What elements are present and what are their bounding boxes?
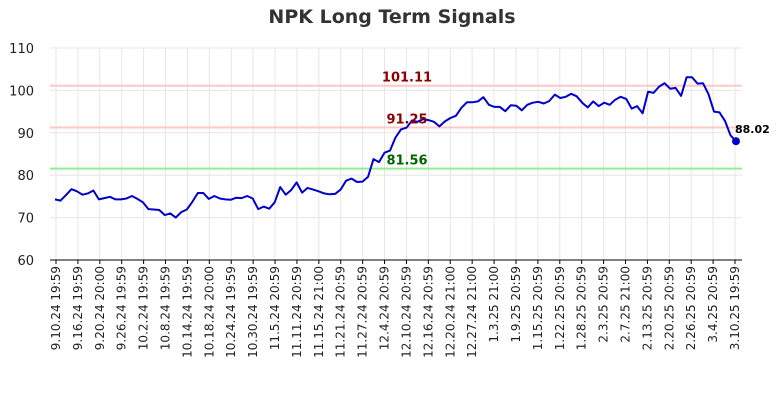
x-tick-label: 11.5.24 20:59 bbox=[268, 266, 282, 350]
series bbox=[54, 76, 740, 219]
y-tick-label: 110 bbox=[9, 42, 34, 57]
x-tick-label: 12.4.24 20:59 bbox=[378, 266, 392, 350]
x-tick-label: 9.26.24 19:59 bbox=[115, 266, 129, 350]
last-price-marker bbox=[732, 137, 740, 146]
signal-label: 91.25 bbox=[386, 113, 427, 128]
x-tick-label: 2.7.25 21:00 bbox=[618, 266, 632, 343]
x-tick-label: 2.26.25 20:59 bbox=[684, 266, 698, 350]
x-tick-label: 1.9.25 20:59 bbox=[509, 266, 523, 343]
x-tick-label: 2.13.25 20:59 bbox=[640, 266, 654, 350]
signal-label: 81.56 bbox=[386, 154, 427, 169]
x-tick-label: 1.3.25 21:00 bbox=[487, 266, 501, 343]
y-tick-label: 70 bbox=[17, 212, 34, 227]
y-tick-label: 90 bbox=[17, 127, 34, 142]
signal-label: 101.11 bbox=[382, 71, 432, 86]
x-tick-label: 12.16.24 20:59 bbox=[421, 266, 435, 358]
signal-lines bbox=[50, 84, 742, 170]
x-tick-label: 9.10.24 19:59 bbox=[49, 266, 63, 350]
x-tick-label: 9.16.24 19:59 bbox=[71, 266, 85, 350]
x-tick-label: 9.20.24 20:00 bbox=[93, 266, 107, 350]
x-tick-label: 10.2.24 19:59 bbox=[137, 266, 151, 350]
x-tick-label: 11.15.24 21:00 bbox=[312, 266, 326, 358]
x-tick-label: 1.22.25 20:59 bbox=[553, 266, 567, 350]
y-tick-label: 80 bbox=[17, 169, 34, 184]
x-tick-label: 10.30.24 19:59 bbox=[246, 266, 260, 358]
x-tick-label: 1.28.25 20:59 bbox=[575, 266, 589, 350]
x-tick-label: 11.11.24 20:59 bbox=[290, 266, 304, 358]
y-tick-label: 100 bbox=[9, 84, 34, 99]
y-tick-label: 60 bbox=[17, 254, 34, 269]
annotations: 101.11 91.25 81.56 88.02 bbox=[382, 71, 770, 169]
x-tick-label: 3.4.25 20:59 bbox=[706, 266, 720, 343]
x-tick-label: 11.27.24 20:59 bbox=[356, 266, 370, 358]
grid bbox=[50, 47, 742, 261]
x-tick-label: 10.24.24 19:59 bbox=[224, 266, 238, 358]
x-tick-label: 12.10.24 20:59 bbox=[399, 266, 413, 358]
x-tick-label: 10.18.24 20:00 bbox=[202, 266, 216, 358]
x-tick-label: 10.14.24 19:59 bbox=[180, 266, 194, 358]
price-line bbox=[54, 76, 737, 219]
x-tick-label: 3.10.25 19:59 bbox=[728, 266, 742, 350]
x-tick-label: 12.27.24 21:00 bbox=[465, 266, 479, 358]
x-tick-label: 1.15.25 20:59 bbox=[531, 266, 545, 350]
last-price-label: 88.02 bbox=[735, 123, 770, 136]
chart-title: NPK Long Term Signals bbox=[268, 6, 516, 28]
x-tick-label: 12.20.24 21:00 bbox=[443, 266, 457, 358]
axes: 60 70 80 90 100 110 9.10.24 19:59 9.16.24 19:59… bbox=[9, 42, 742, 358]
x-tick-label: 10.8.24 19:59 bbox=[159, 266, 173, 350]
x-tick-label: 2.3.25 20:59 bbox=[597, 266, 611, 343]
x-tick-label: 11.21.24 20:59 bbox=[334, 266, 348, 358]
x-tick-label: 2.20.25 20:59 bbox=[662, 266, 676, 350]
